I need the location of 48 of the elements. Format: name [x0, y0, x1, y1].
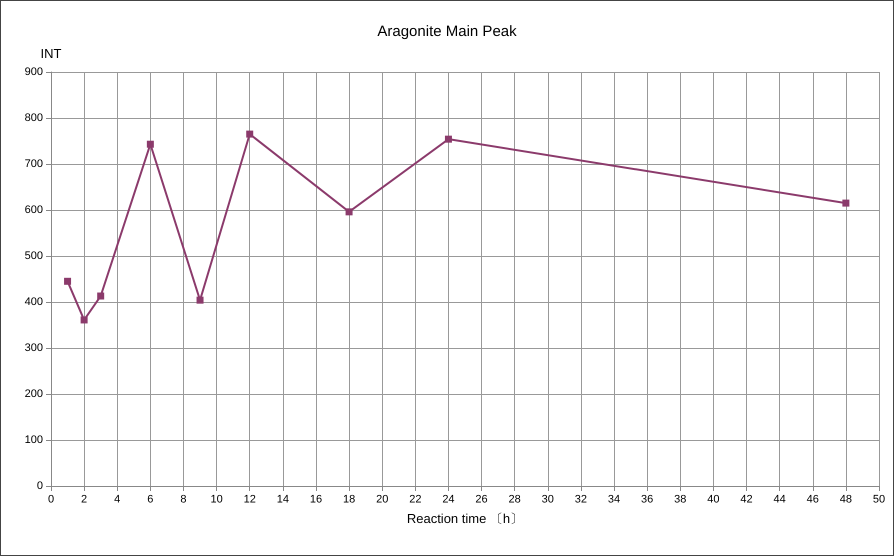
y-tick-label: 500	[24, 250, 43, 262]
x-tick-label: 46	[806, 494, 819, 506]
y-tick-label: 600	[24, 204, 43, 216]
y-tick-label: 300	[24, 342, 43, 354]
x-tick-label: 16	[310, 494, 322, 506]
x-tick-label: 22	[409, 494, 422, 506]
x-tick-label: 14	[276, 494, 289, 506]
x-tick-label: 4	[114, 494, 120, 506]
x-tick-label: 34	[608, 494, 620, 506]
y-tick-label: 200	[24, 388, 43, 400]
y-axis-title: INT	[40, 46, 62, 61]
chart-title: Aragonite Main Peak	[377, 23, 518, 40]
point	[346, 208, 353, 216]
x-tick-label: 30	[542, 494, 554, 506]
x-tick-label: 20	[376, 494, 388, 506]
x-tick-label: 40	[707, 494, 720, 506]
x-tick-label: 50	[872, 494, 886, 506]
x-tick-label: 36	[641, 494, 654, 506]
y-tick-label: 0	[36, 480, 43, 492]
x-tick-label: 24	[442, 494, 455, 506]
x-tick-label: 6	[147, 494, 154, 506]
x-tick-label: 8	[180, 494, 187, 506]
x-tick-label: 26	[475, 494, 488, 506]
y-tick-label: 400	[24, 296, 43, 308]
point	[842, 200, 850, 207]
x-axis-title: Reaction time 〔h〕	[406, 511, 524, 526]
point	[97, 292, 104, 300]
point	[196, 296, 204, 304]
x-tick-label: 0	[48, 494, 54, 506]
x-tick-label: 12	[244, 494, 256, 506]
x-tick-label: 44	[774, 494, 786, 506]
x-tick-label: 42	[740, 494, 753, 506]
point	[80, 316, 88, 324]
point	[444, 136, 452, 143]
point	[64, 278, 72, 285]
x-tick-label: 38	[674, 494, 686, 506]
x-tick-label: 10	[210, 494, 223, 506]
x-tick-label: 18	[342, 494, 356, 506]
x-tick-label: 48	[840, 494, 852, 506]
x-tick-label: 2	[81, 494, 88, 506]
x-tick-label: 28	[508, 494, 521, 506]
y-tick-label: 700	[24, 158, 43, 170]
x-tick-label: 32	[574, 494, 588, 506]
point	[146, 140, 154, 148]
y-tick-label: 100	[24, 434, 43, 446]
y-tick-label: 800	[24, 112, 43, 124]
point	[246, 130, 254, 138]
y-tick-label: 900	[24, 66, 43, 78]
